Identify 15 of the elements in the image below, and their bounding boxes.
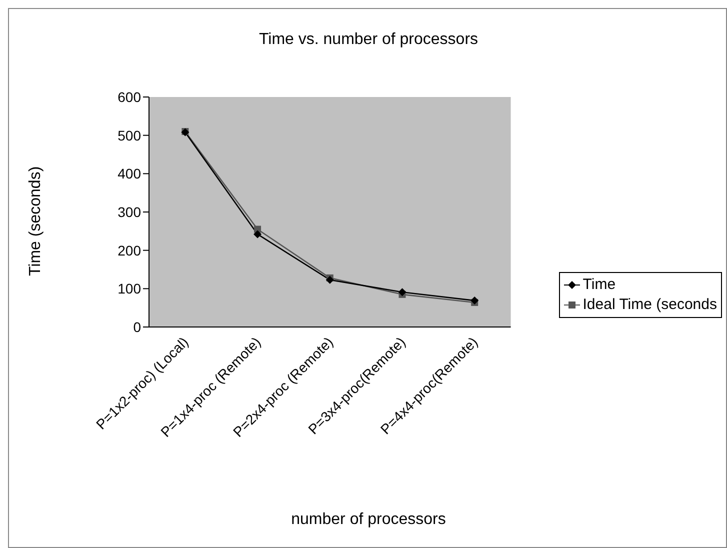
y-tick-label: 500 [118,127,142,144]
x-axis-title: number of processors [290,511,447,529]
y-axis-title: Time (seconds) [27,166,45,276]
point [254,230,262,238]
y-tick-label: 300 [118,204,142,220]
y-tick-label: 600 [118,88,142,105]
y-tick-label: 100 [118,280,142,297]
point [398,288,406,296]
chart-title: Time vs. number of processors [258,31,480,49]
y-tick-label: 200 [118,242,142,258]
legend-label: Ideal Time (seconds [582,295,717,315]
point [326,276,334,284]
y-tick-label: 0 [133,318,142,335]
legend-label: Time [582,275,616,295]
y-tick-label: 400 [118,166,142,182]
